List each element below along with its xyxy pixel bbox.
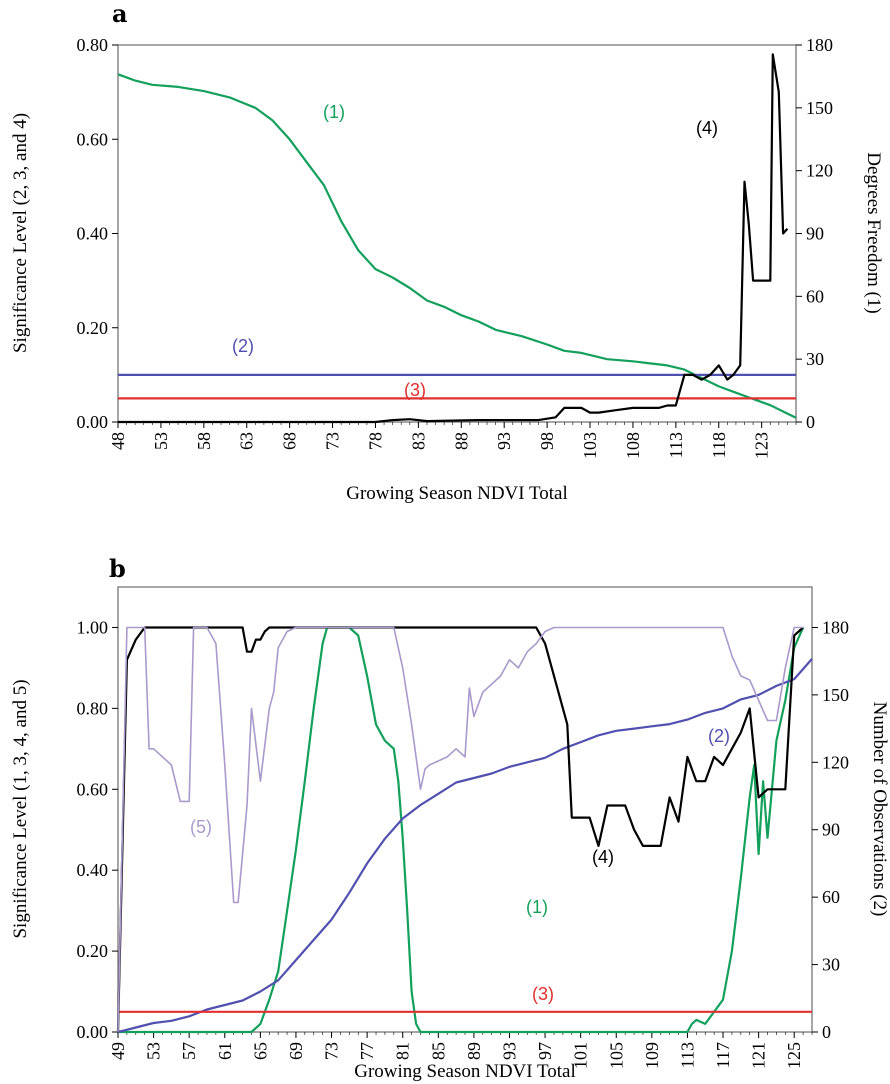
x-tick-label: 98: [537, 432, 557, 450]
x-tick-label: 93: [499, 1042, 519, 1060]
panel-a-plot-frame: [117, 44, 797, 423]
panel-b-series-5-label: (5): [190, 817, 212, 837]
panel-b-series-2-label: (2): [708, 726, 730, 746]
left-tick-label: 0.20: [77, 318, 109, 338]
panel-b-series-3-label: (3): [532, 984, 554, 1004]
left-tick-label: 0.40: [77, 224, 109, 244]
x-tick-label: 49: [108, 1042, 128, 1060]
panel-b-series-4-label: (4): [592, 847, 614, 867]
left-tick-label: 0.80: [77, 35, 109, 55]
panel-a-left-axis-title: Significance Level (2, 3, and 4): [10, 113, 31, 353]
x-tick-label: 68: [280, 432, 300, 450]
series-line-1: [118, 626, 805, 1034]
x-tick-label: 73: [322, 1042, 342, 1060]
series-line-5: [117, 626, 804, 1033]
x-tick-label: 123: [752, 432, 772, 459]
panel-b-x-axis: 49 53 57 61 65 69 73 77 81 85 89 93 97 101 105 109 113 11…: [108, 1032, 813, 1069]
panel-a-x-axis: 48 53 58 63 68 73 78 83 88 93 98 103 108 113 118 123: [108, 422, 797, 459]
x-tick-label: 103: [580, 432, 600, 459]
x-tick-label: 93: [494, 432, 514, 450]
left-tick-label: 0.40: [77, 860, 109, 880]
panel-b-series-1-label: (1): [526, 897, 548, 917]
x-tick-label: 105: [606, 1042, 626, 1069]
series-line-1: [117, 73, 797, 419]
panel-b-left-axis-title: Significance Level (1, 3, 4, and 5): [10, 679, 31, 938]
x-tick-label: 113: [666, 432, 686, 458]
panel-b: b 0.00 0.20 0.40 0.60 0.80 1.00 0 30 60 90 120 150…: [10, 554, 890, 1082]
x-tick-label: 69: [286, 1042, 306, 1060]
left-tick-label: 1.00: [77, 617, 109, 637]
x-tick-label: 97: [535, 1042, 555, 1060]
right-tick-label: 30: [806, 349, 824, 369]
panel-a-right-axis-title: Degrees Freedom (1): [863, 152, 884, 313]
x-tick-label: 85: [428, 1042, 448, 1060]
panel-a-letter: a: [112, 0, 128, 28]
panel-a-left-axis: 0.00 0.20 0.40 0.60 0.80: [77, 35, 118, 432]
x-tick-label: 77: [357, 1042, 377, 1060]
left-tick-label: 0.00: [77, 412, 109, 432]
right-tick-label: 30: [822, 955, 840, 975]
right-tick-label: 60: [822, 887, 840, 907]
right-tick-label: 0: [806, 412, 815, 432]
x-tick-label: 118: [709, 432, 729, 458]
panel-b-x-axis-title: Growing Season NDVI Total: [354, 1061, 576, 1082]
x-tick-label: 121: [749, 1042, 769, 1069]
left-tick-label: 0.80: [77, 698, 109, 718]
series-line-4: [116, 626, 804, 1033]
panel-a-right-axis: 0 30 60 90 120 150 180: [796, 35, 833, 432]
panel-a-series-4-label: (4): [696, 118, 718, 138]
x-tick-label: 65: [250, 1042, 270, 1060]
x-tick-label: 61: [215, 1042, 235, 1060]
right-tick-label: 180: [822, 617, 849, 637]
x-tick-label: 113: [677, 1042, 697, 1068]
x-tick-label: 58: [194, 432, 214, 450]
x-tick-label: 108: [623, 432, 643, 459]
x-tick-label: 88: [451, 432, 471, 450]
right-tick-label: 0: [822, 1022, 831, 1042]
panel-a-series: [117, 53, 797, 424]
panel-a-series-1-label: (1): [323, 102, 345, 122]
x-tick-label: 89: [464, 1042, 484, 1060]
left-tick-label: 0.00: [77, 1022, 109, 1042]
x-tick-label: 117: [713, 1042, 733, 1068]
right-tick-label: 180: [806, 35, 833, 55]
left-tick-label: 0.20: [77, 941, 109, 961]
x-tick-label: 53: [151, 432, 171, 450]
x-tick-label: 78: [365, 432, 385, 450]
x-tick-label: 53: [144, 1042, 164, 1060]
right-tick-label: 150: [822, 685, 849, 705]
panel-b-right-axis-title: Number of Observations (2): [869, 702, 890, 917]
x-tick-label: 125: [784, 1042, 804, 1069]
x-tick-label: 48: [108, 432, 128, 450]
left-tick-label: 0.60: [77, 779, 109, 799]
x-tick-label: 101: [571, 1042, 591, 1069]
series-line-4: [118, 53, 789, 424]
right-tick-label: 60: [806, 286, 824, 306]
panel-b-left-axis: 0.00 0.20 0.40 0.60 0.80 1.00: [77, 617, 118, 1042]
right-tick-label: 150: [806, 98, 833, 118]
panel-b-right-axis: 0 30 60 90 120 150 180: [812, 617, 849, 1042]
x-tick-label: 81: [393, 1042, 413, 1060]
panel-b-plot-frame: [117, 586, 813, 1033]
panel-b-letter: b: [109, 554, 126, 583]
panel-a: a 0.000.200.400.600.80 0306090120150180 …: [10, 0, 884, 504]
series-line-2: [117, 658, 813, 1034]
panel-a-series-2-label: (2): [232, 336, 254, 356]
panel-a-x-axis-title: Growing Season NDVI Total: [346, 483, 568, 504]
x-tick-label: 63: [237, 432, 257, 450]
left-tick-label: 0.60: [77, 129, 109, 149]
right-tick-label: 120: [822, 752, 849, 772]
right-tick-label: 90: [822, 820, 840, 840]
x-tick-label: 109: [642, 1042, 662, 1069]
right-tick-label: 90: [806, 224, 824, 244]
right-tick-label: 120: [806, 161, 833, 181]
panel-b-series: [116, 626, 813, 1034]
x-tick-label: 83: [408, 432, 428, 450]
panel-a-series-3-label: (3): [404, 380, 426, 400]
x-tick-label: 57: [179, 1042, 199, 1060]
x-tick-label: 73: [323, 432, 343, 450]
